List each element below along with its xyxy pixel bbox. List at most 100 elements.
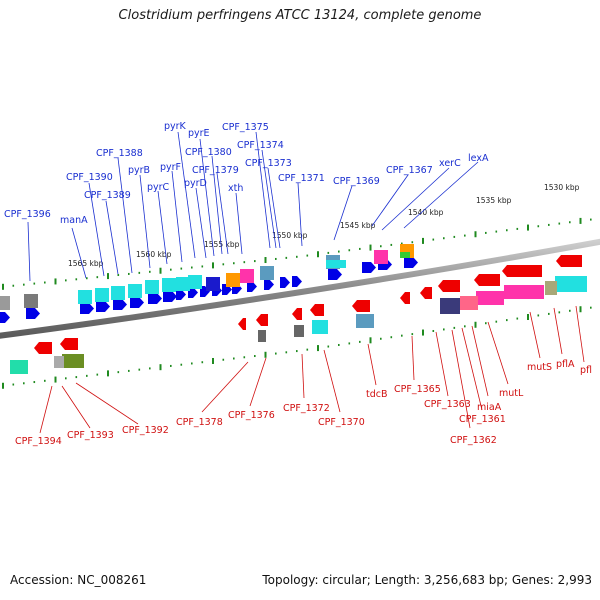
forward-cds-arrow	[26, 308, 40, 319]
tick-mark	[191, 266, 193, 269]
tick-mark	[2, 283, 4, 290]
reverse-feature-box	[460, 296, 478, 310]
tick-mark	[233, 357, 235, 360]
tick-mark	[254, 355, 256, 358]
tick-mark	[159, 267, 162, 274]
tick-mark	[527, 314, 529, 321]
gene-label-mutL: mutL	[499, 388, 524, 399]
tick-mark	[495, 230, 498, 233]
gene-label-pyrB: pyrB	[128, 165, 150, 176]
gene-label-CPF_1362: CPF_1362	[450, 435, 497, 446]
forward-feature-box	[128, 284, 142, 298]
tick-mark	[75, 278, 78, 281]
reverse-cds-arrow	[352, 300, 370, 312]
tick-mark	[506, 229, 508, 232]
forward-feature-box	[78, 290, 92, 304]
forward-feature-box	[374, 250, 388, 264]
tick-mark	[516, 317, 519, 320]
gene-label-pyrF: pyrF	[160, 162, 181, 173]
forward-feature-box	[240, 269, 254, 283]
reverse-cds-arrow	[238, 318, 246, 330]
reverse-feature-box	[294, 325, 304, 337]
reverse-cds-arrow	[420, 287, 432, 299]
tick-mark	[180, 363, 183, 366]
tick-label-1535: 1535 kbp	[476, 196, 512, 205]
tick-mark	[506, 319, 508, 322]
tick-mark	[285, 256, 288, 259]
gene-label-CPF_1367: CPF_1367	[386, 165, 433, 176]
forward-cds-arrow	[362, 262, 376, 273]
tick-mark	[422, 237, 424, 244]
tick-mark	[590, 218, 592, 221]
tick-mark	[327, 251, 330, 254]
tick-label-1550: 1550 kbp	[272, 231, 308, 240]
gene-label-pyrE: pyrE	[188, 128, 210, 139]
gene-label-xerC: xerC	[439, 158, 461, 169]
gene-label-pyrD: pyrD	[184, 178, 207, 189]
tick-mark	[537, 314, 540, 317]
tick-mark	[264, 257, 267, 264]
tick-mark	[54, 278, 57, 285]
reverse-feature-box	[356, 314, 374, 328]
forward-feature-box	[162, 278, 176, 292]
reverse-feature-box	[312, 320, 328, 334]
tick-mark	[359, 247, 361, 250]
forward-cds-arrow	[0, 312, 10, 323]
tick-mark	[243, 356, 246, 359]
tick-mark	[254, 260, 256, 263]
reverse-cds-arrow	[474, 274, 500, 286]
gene-label-CPF_1394: CPF_1394	[15, 436, 62, 447]
tick-mark	[422, 329, 424, 336]
tick-mark	[117, 371, 120, 374]
reverse-cds-arrow	[556, 255, 582, 267]
reverse-cds-arrow	[438, 280, 460, 292]
reverse-feature-box	[258, 330, 266, 342]
tick-mark	[44, 281, 46, 284]
reverse-feature-box	[440, 298, 460, 314]
reverse-cds-arrow	[292, 308, 302, 320]
forward-labels: CPF_1396 manA CPF_1390 CPF_1389 CPF_1388…	[4, 121, 489, 282]
tick-mark	[569, 309, 571, 312]
tick-mark	[401, 334, 403, 337]
gene-label-lexA: lexA	[468, 153, 489, 164]
tick-mark	[96, 373, 99, 376]
tick-mark	[380, 245, 382, 248]
tick-mark	[548, 312, 550, 315]
reverse-feature-box	[555, 276, 587, 292]
tick-mark	[390, 243, 393, 246]
tick-mark	[86, 277, 88, 280]
reverse-labels: CPF_1394 CPF_1393 CPF_1392 CPF_1378 CPF_…	[15, 305, 592, 447]
tick-mark	[191, 362, 193, 365]
tick-mark	[558, 311, 561, 314]
forward-feature-box	[0, 296, 10, 310]
tick-mark	[65, 377, 67, 380]
tick-mark	[464, 325, 466, 328]
tick-mark	[170, 268, 172, 271]
reverse-feature-box	[10, 360, 28, 374]
tick-mark	[201, 361, 204, 364]
tick-mark	[527, 224, 529, 231]
forward-feature-box	[206, 277, 220, 291]
gene-label-CPF_1379: CPF_1379	[192, 165, 239, 176]
gene-label-CPF_1373: CPF_1373	[245, 158, 292, 169]
tick-mark	[159, 364, 162, 371]
gene-label-xth: xth	[228, 183, 243, 194]
reverse-feature-box	[476, 291, 504, 305]
tick-mark	[33, 282, 36, 285]
tick-mark	[495, 320, 498, 323]
tick-mark	[149, 270, 151, 273]
gene-label-CPF_1396: CPF_1396	[4, 209, 51, 220]
tick-mark	[569, 221, 571, 224]
gene-label-CPF_1389: CPF_1389	[84, 190, 131, 201]
tick-mark	[327, 345, 330, 348]
tick-mark	[317, 345, 319, 352]
gene-label-pyrC: pyrC	[147, 182, 170, 193]
forward-feature-box	[400, 252, 410, 258]
tick-mark	[212, 262, 214, 269]
tick-mark	[453, 326, 456, 329]
tick-mark	[369, 337, 372, 344]
tick-mark	[338, 250, 340, 253]
tick-mark	[338, 343, 340, 346]
tick-label-1555: 1555 kbp	[204, 240, 240, 249]
